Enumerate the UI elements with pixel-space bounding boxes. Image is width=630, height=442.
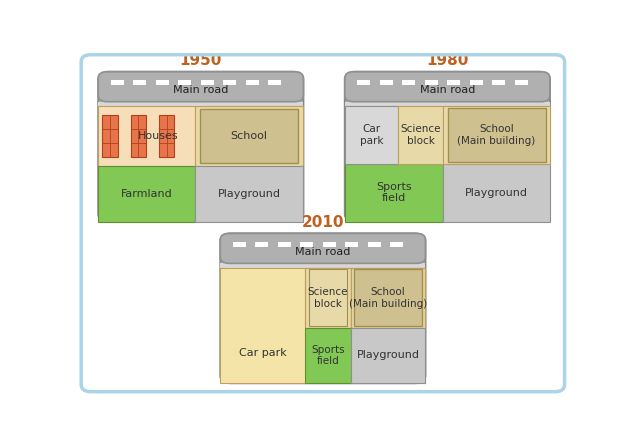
Bar bbox=[354, 269, 422, 326]
Text: Main road: Main road bbox=[173, 85, 229, 95]
Bar bbox=[195, 106, 303, 166]
Bar bbox=[159, 115, 175, 157]
Bar bbox=[220, 268, 425, 383]
Bar bbox=[398, 106, 444, 164]
Bar bbox=[232, 241, 246, 247]
Text: Science
block: Science block bbox=[307, 287, 348, 309]
Bar bbox=[300, 241, 313, 247]
Bar bbox=[469, 80, 483, 85]
Text: Main road: Main road bbox=[420, 85, 475, 95]
Bar bbox=[223, 80, 236, 85]
Text: 1950: 1950 bbox=[180, 53, 222, 69]
Text: Houses: Houses bbox=[138, 131, 178, 141]
FancyBboxPatch shape bbox=[98, 72, 303, 102]
Bar bbox=[156, 80, 169, 85]
Bar bbox=[309, 269, 347, 326]
Text: 2010: 2010 bbox=[302, 215, 344, 230]
Bar bbox=[306, 268, 350, 328]
Bar bbox=[133, 80, 146, 85]
Bar bbox=[380, 80, 393, 85]
Bar bbox=[345, 106, 550, 164]
Bar bbox=[345, 164, 444, 221]
Text: Playground: Playground bbox=[217, 189, 280, 199]
Bar bbox=[515, 80, 528, 85]
Bar bbox=[195, 166, 303, 221]
Text: Farmland: Farmland bbox=[120, 189, 173, 199]
Bar bbox=[111, 80, 124, 85]
FancyBboxPatch shape bbox=[345, 72, 550, 102]
Bar bbox=[444, 164, 550, 221]
FancyBboxPatch shape bbox=[98, 72, 303, 221]
Bar bbox=[130, 115, 146, 157]
Text: 1980: 1980 bbox=[426, 53, 469, 69]
Bar bbox=[98, 166, 195, 221]
Bar bbox=[220, 263, 425, 268]
FancyBboxPatch shape bbox=[220, 233, 425, 383]
Bar bbox=[357, 80, 370, 85]
Text: Sports
field: Sports field bbox=[376, 182, 412, 203]
Bar bbox=[350, 268, 425, 328]
Bar bbox=[447, 80, 461, 85]
Bar bbox=[200, 80, 214, 85]
Bar bbox=[178, 80, 192, 85]
Bar bbox=[345, 241, 358, 247]
Text: Main road: Main road bbox=[295, 247, 350, 257]
Bar bbox=[200, 109, 299, 164]
Text: Sports
field: Sports field bbox=[311, 345, 345, 366]
Text: School
(Main building): School (Main building) bbox=[457, 124, 536, 146]
Bar bbox=[492, 80, 505, 85]
Text: Car park: Car park bbox=[239, 348, 287, 358]
FancyBboxPatch shape bbox=[220, 233, 425, 263]
Bar bbox=[350, 328, 425, 383]
Text: School
(Main building): School (Main building) bbox=[349, 287, 427, 309]
Bar bbox=[390, 241, 403, 247]
Bar bbox=[268, 80, 282, 85]
Bar bbox=[345, 102, 550, 106]
Bar bbox=[278, 241, 291, 247]
Text: Playground: Playground bbox=[465, 188, 528, 198]
Bar bbox=[345, 106, 398, 164]
Text: Science
block: Science block bbox=[401, 124, 441, 146]
FancyBboxPatch shape bbox=[345, 72, 550, 221]
Bar bbox=[448, 108, 546, 162]
Bar bbox=[444, 106, 550, 164]
Bar bbox=[98, 106, 195, 166]
Bar bbox=[98, 102, 304, 106]
Bar bbox=[306, 328, 350, 383]
Bar bbox=[368, 241, 381, 247]
Bar bbox=[323, 241, 336, 247]
Bar bbox=[255, 241, 268, 247]
Bar bbox=[425, 80, 438, 85]
Bar bbox=[102, 115, 118, 157]
Text: Car
park: Car park bbox=[360, 124, 383, 146]
Text: School: School bbox=[231, 131, 268, 141]
Text: Playground: Playground bbox=[357, 351, 420, 361]
Bar bbox=[402, 80, 415, 85]
Bar bbox=[246, 80, 259, 85]
